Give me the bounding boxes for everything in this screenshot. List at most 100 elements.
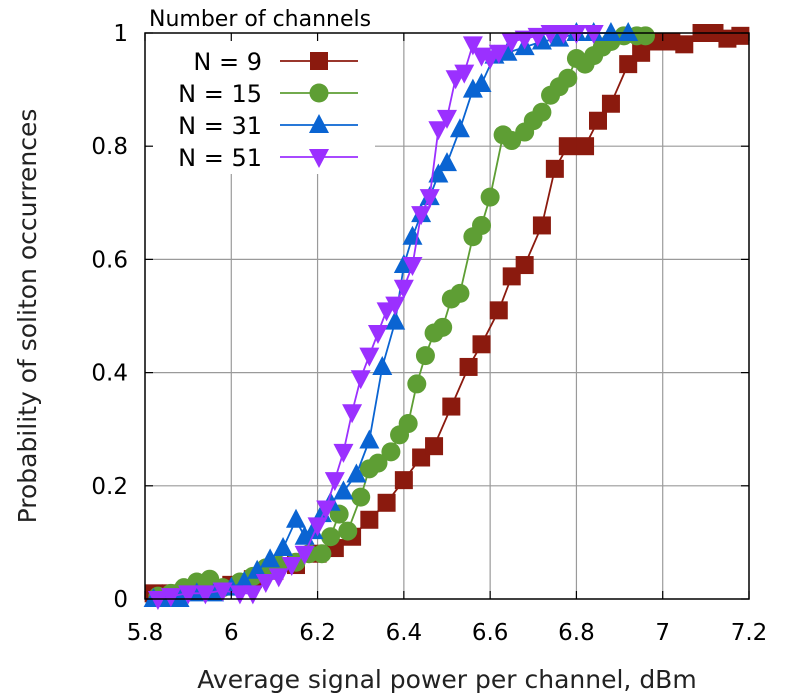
data-point-triangle-down [178,585,199,605]
x-tick-label: 6 [224,620,239,646]
data-point-triangle-down [501,33,522,53]
data-point-square [425,437,444,456]
y-axis-label: Probability of soliton occurrences [13,109,42,524]
data-point-triangle-down [324,472,345,492]
y-tick-label: 0.8 [91,134,128,160]
data-point-triangle-down [428,121,449,141]
data-point-circle [558,68,578,88]
data-point-triangle-down [350,370,371,390]
data-point-square [558,137,577,156]
data-point-triangle-up [169,588,190,607]
x-tick-label: 7 [655,620,670,646]
data-point-circle [433,317,453,337]
data-point-triangle-up [437,152,457,172]
data-point-triangle-down [419,189,440,209]
x-tick-label: 6.2 [299,620,336,646]
data-point-triangle-up [346,463,367,483]
data-point-triangle-down [229,585,250,605]
data-point-triangle-down [281,557,302,577]
data-point-triangle-up [260,548,281,568]
data-point-square [472,335,491,354]
y-tick-label: 0.2 [91,474,128,500]
plot-frame [144,32,750,600]
data-point-square [442,397,461,416]
series-layer [143,22,750,610]
x-tick-label: 6.6 [472,620,509,646]
data-point-triangle-down [309,149,329,168]
data-point-square [545,159,564,178]
data-point-triangle-up [294,525,315,545]
legend-background [147,6,375,174]
data-point-circle [472,215,492,235]
x-tick-label: 6.4 [386,620,423,646]
legend-items: N = 9 N = 15 N = 31 N = 51 [178,48,358,172]
legend: Number of channels N = 9N = 15N = 31N = … [149,7,371,172]
data-point-square [576,137,595,156]
data-point-triangle-up [273,537,294,557]
y-tick-label: 0 [113,587,128,613]
data-point-triangle-up [618,22,639,41]
data-point-square [589,111,607,130]
data-point-triangle-down [583,25,604,44]
data-point-circle [381,442,401,462]
data-point-triangle-up [600,22,621,41]
data-point-triangle-down [316,500,337,520]
x-axis-label: Average signal power per channel, dBm [197,665,696,694]
data-point-triangle-down [359,347,380,367]
data-point-triangle-up [385,310,406,330]
data-point-square [360,510,379,529]
data-point-triangle-up [247,559,268,579]
data-point-triangle-up [359,429,380,449]
data-point-triangle-up [309,114,329,133]
data-point-circle [407,374,427,394]
data-point-circle [338,521,358,541]
data-point-triangle-down [367,324,388,344]
data-point-triangle-down [514,30,535,50]
data-point-triangle-down [454,64,475,84]
data-point-triangle-up [428,163,449,183]
data-point-square [394,471,413,490]
data-point-square [459,357,478,376]
legend-label: N = 31 [178,112,262,140]
data-point-triangle-down [160,588,181,608]
data-point-square [731,26,750,45]
data-point-triangle-up [449,118,470,138]
data-point-triangle-down [333,443,354,463]
data-point-triangle-up [286,508,306,528]
data-point-triangle-down [462,36,483,56]
data-point-triangle-up [471,72,492,92]
data-point-triangle-down [147,591,168,610]
data-point-triangle-down [437,109,457,129]
data-point-circle [351,487,371,507]
data-point-circle [368,453,388,473]
legend-label: N = 9 [193,48,262,76]
data-point-circle [415,346,435,366]
data-point-triangle-down [411,206,432,226]
data-point-triangle-down [242,585,263,605]
y-tick-label: 1 [113,21,128,47]
legend-label: N = 51 [178,144,262,172]
data-point-triangle-down [488,44,509,64]
data-point-square [515,256,534,275]
legend-title: Number of channels [149,7,371,32]
data-point-square [532,216,551,235]
data-point-square [675,35,694,54]
data-point-circle [450,283,470,303]
y-tick-label: 0.4 [91,361,128,387]
x-tick-label: 5.8 [127,620,164,646]
data-point-triangle-up [372,355,393,375]
data-point-circle [309,83,329,103]
data-point-triangle-up [234,571,255,591]
data-point-square [310,52,328,70]
data-point-circle [532,102,552,122]
data-point-triangle-down [294,545,315,565]
data-point-square [601,94,620,113]
data-point-circle [321,527,341,547]
data-point-triangle-down [195,585,216,605]
data-point-square [377,493,396,512]
tick-labels: 5.8 6 6.2 6.4 6.6 6.8 7 7.2 0 0.2 0.4 0.6 0.8 1 [91,21,767,646]
x-tick-label: 6.8 [558,620,595,646]
x-tick-label: 7.2 [731,620,768,646]
data-point-triangle-down [255,574,276,594]
